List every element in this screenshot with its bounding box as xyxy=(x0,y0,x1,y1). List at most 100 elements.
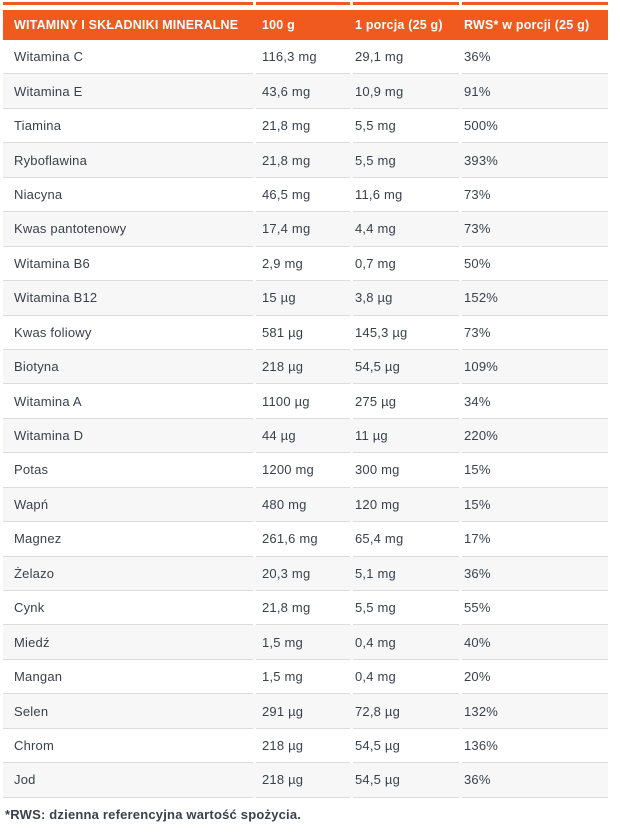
rws-percent: 17% xyxy=(462,522,608,557)
value-per-100g: 2,9 mg xyxy=(256,247,350,282)
table-row: Witamina A 1100 µg 275 µg 34% xyxy=(3,384,608,419)
nutrient-name: Wapń xyxy=(3,488,253,523)
nutrient-name: Żelazo xyxy=(3,557,253,591)
value-per-portion: 5,5 mg xyxy=(353,143,459,178)
table-row: Witamina E 43,6 mg 10,9 mg 91% xyxy=(3,74,608,109)
top-border-segment xyxy=(256,2,350,5)
rws-percent: 220% xyxy=(462,419,608,454)
table-row: Cynk 21,8 mg 5,5 mg 55% xyxy=(3,591,608,626)
rws-percent: 34% xyxy=(462,384,608,419)
value-per-100g: 21,8 mg xyxy=(256,143,350,178)
value-per-portion: 300 mg xyxy=(353,453,459,488)
rws-percent: 136% xyxy=(462,729,608,764)
nutrient-name: Witamina B6 xyxy=(3,247,253,282)
table-row: Wapń 480 mg 120 mg 15% xyxy=(3,487,608,523)
nutrient-name: Mangan xyxy=(3,660,253,695)
rws-footnote: *RWS: dzienna referencyjna wartość spoży… xyxy=(5,806,302,822)
header-col-per-100g: 100 g xyxy=(262,18,295,32)
table-row: Magnez 261,6 mg 65,4 mg 17% xyxy=(3,522,608,557)
value-per-portion: 275 µg xyxy=(353,384,459,419)
table-top-border xyxy=(3,2,608,5)
table-row: Witamina D 44 µg 11 µg 220% xyxy=(3,418,608,454)
table-row: Ryboflawina 21,8 mg 5,5 mg 393% xyxy=(3,143,608,178)
table-row: Żelazo 20,3 mg 5,1 mg 36% xyxy=(3,556,608,591)
value-per-100g: 20,3 mg xyxy=(256,557,350,591)
value-per-portion: 5,1 mg xyxy=(353,557,459,591)
top-border-segment xyxy=(462,2,608,5)
table-body: Witamina C 116,3 mg 29,1 mg 36% Witamina… xyxy=(3,40,608,798)
rws-percent: 40% xyxy=(462,625,608,660)
nutrient-name: Jod xyxy=(3,763,253,798)
nutrient-name: Chrom xyxy=(3,729,253,764)
rws-percent: 36% xyxy=(462,40,608,75)
value-per-portion: 0,7 mg xyxy=(353,247,459,282)
top-border-segment xyxy=(3,2,253,5)
value-per-100g: 15 µg xyxy=(256,281,350,316)
nutrient-name: Potas xyxy=(3,453,253,488)
value-per-100g: 1200 mg xyxy=(256,453,350,488)
table-row: Miedź 1,5 mg 0,4 mg 40% xyxy=(3,625,608,660)
table-row: Tiamina 21,8 mg 5,5 mg 500% xyxy=(3,109,608,144)
value-per-100g: 17,4 mg xyxy=(256,212,350,247)
nutrient-name: Magnez xyxy=(3,522,253,557)
value-per-100g: 261,6 mg xyxy=(256,522,350,557)
table-row: Kwas pantotenowy 17,4 mg 4,4 mg 73% xyxy=(3,212,608,247)
value-per-portion: 54,5 µg xyxy=(353,350,459,385)
rws-percent: 132% xyxy=(462,694,608,729)
value-per-100g: 218 µg xyxy=(256,729,350,764)
nutrient-name: Witamina E xyxy=(3,74,253,109)
value-per-portion: 10,9 mg xyxy=(353,74,459,109)
table-row: Selen 291 µg 72,8 µg 132% xyxy=(3,694,608,729)
value-per-portion: 29,1 mg xyxy=(353,40,459,75)
table-row: Niacyna 46,5 mg 11,6 mg 73% xyxy=(3,178,608,213)
nutrient-name: Kwas pantotenowy xyxy=(3,212,253,247)
nutrient-name: Selen xyxy=(3,694,253,729)
rws-percent: 50% xyxy=(462,247,608,282)
nutrient-name: Witamina A xyxy=(3,384,253,419)
table-row: Mangan 1,5 mg 0,4 mg 20% xyxy=(3,660,608,695)
rws-percent: 152% xyxy=(462,281,608,316)
rws-percent: 15% xyxy=(462,453,608,488)
table-row: Potas 1200 mg 300 mg 15% xyxy=(3,453,608,488)
rws-percent: 73% xyxy=(462,178,608,213)
value-per-portion: 145,3 µg xyxy=(353,316,459,350)
value-per-100g: 291 µg xyxy=(256,694,350,729)
table-row: Witamina B6 2,9 mg 0,7 mg 50% xyxy=(3,247,608,282)
rws-percent: 36% xyxy=(462,557,608,591)
value-per-100g: 43,6 mg xyxy=(256,74,350,109)
value-per-100g: 218 µg xyxy=(256,350,350,385)
value-per-100g: 218 µg xyxy=(256,763,350,798)
rws-percent: 393% xyxy=(462,143,608,178)
nutrient-name: Cynk xyxy=(3,591,253,626)
value-per-portion: 3,8 µg xyxy=(353,281,459,316)
value-per-portion: 5,5 mg xyxy=(353,591,459,626)
value-per-100g: 1,5 mg xyxy=(256,660,350,695)
rws-percent: 73% xyxy=(462,212,608,247)
nutrient-name: Witamina D xyxy=(3,419,253,454)
value-per-100g: 581 µg xyxy=(256,316,350,350)
value-per-portion: 5,5 mg xyxy=(353,109,459,144)
top-border-segment xyxy=(353,2,459,5)
value-per-portion: 0,4 mg xyxy=(353,625,459,660)
nutrient-name: Miedź xyxy=(3,625,253,660)
nutrient-name: Kwas foliowy xyxy=(3,316,253,350)
rws-percent: 91% xyxy=(462,74,608,109)
value-per-portion: 120 mg xyxy=(353,488,459,523)
table-row: Chrom 218 µg 54,5 µg 136% xyxy=(3,729,608,764)
value-per-portion: 11,6 mg xyxy=(353,178,459,213)
rws-percent: 36% xyxy=(462,763,608,798)
nutrient-name: Tiamina xyxy=(3,109,253,144)
rws-percent: 55% xyxy=(462,591,608,626)
value-per-100g: 480 mg xyxy=(256,488,350,523)
value-per-portion: 54,5 µg xyxy=(353,729,459,764)
table-row: Kwas foliowy 581 µg 145,3 µg 73% xyxy=(3,316,608,350)
value-per-portion: 11 µg xyxy=(353,419,459,454)
value-per-portion: 0,4 mg xyxy=(353,660,459,695)
value-per-portion: 4,4 mg xyxy=(353,212,459,247)
nutrient-name: Ryboflawina xyxy=(3,143,253,178)
rws-percent: 15% xyxy=(462,488,608,523)
table-row: Witamina B12 15 µg 3,8 µg 152% xyxy=(3,281,608,316)
value-per-portion: 54,5 µg xyxy=(353,763,459,798)
table-row: Witamina C 116,3 mg 29,1 mg 36% xyxy=(3,40,608,75)
header-col-per-portion: 1 porcja (25 g) xyxy=(355,18,443,32)
